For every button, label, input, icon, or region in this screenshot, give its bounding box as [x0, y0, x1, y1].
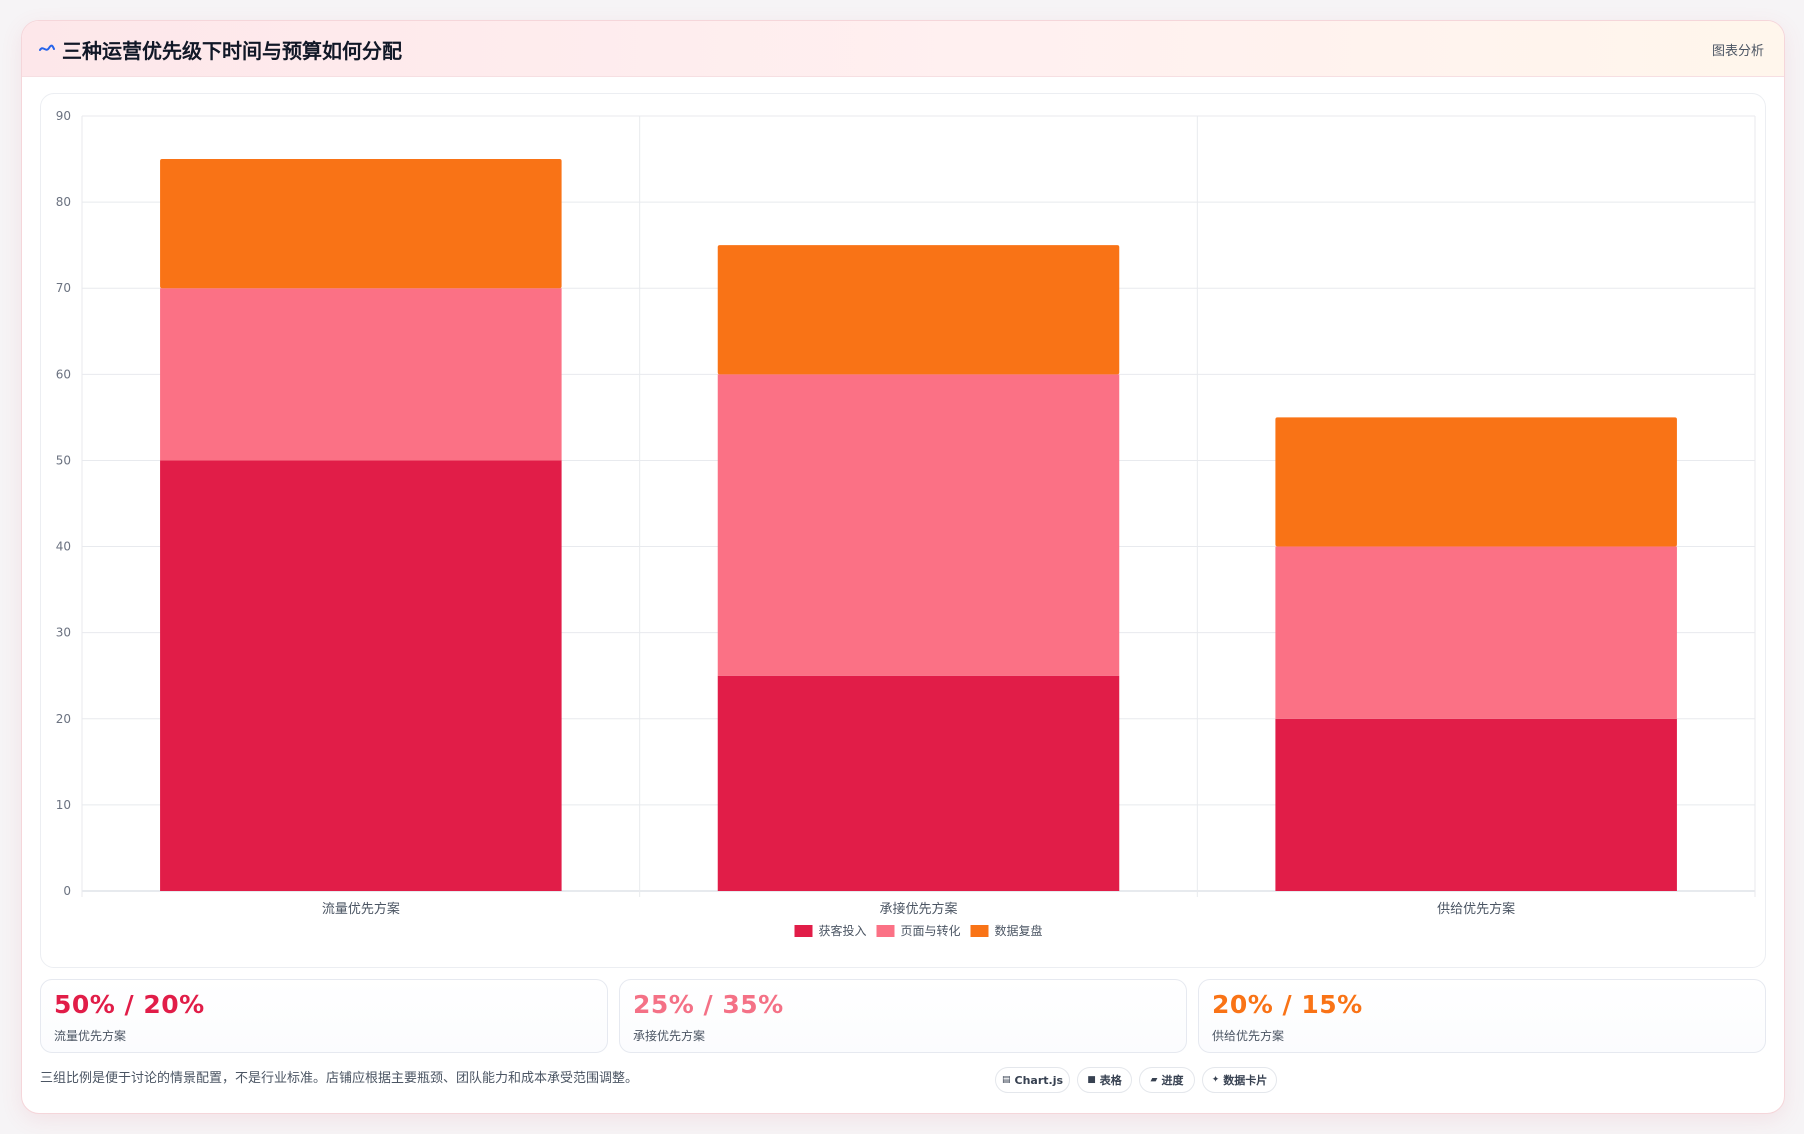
- legend-label: 数据复盘: [995, 923, 1043, 938]
- footnote: 三组比例是便于讨论的情景配置，不是行业标准。店铺应根据主要瓶颈、团队能力和成本承…: [40, 1071, 639, 1086]
- bar-segment: [717, 675, 1120, 891]
- chip-label: Chart.js: [1014, 1073, 1064, 1087]
- stat-label: 承接优先方案: [633, 1029, 706, 1043]
- data-card-icon: ✦: [1211, 1075, 1220, 1085]
- bar-segment: [160, 460, 562, 891]
- y-tick-label: 20: [56, 712, 71, 726]
- table-icon: ■: [1087, 1075, 1096, 1085]
- y-tick-label: 90: [56, 109, 71, 123]
- y-tick-label: 80: [56, 195, 71, 209]
- y-tick-label: 0: [63, 884, 71, 898]
- bar-segment: [1275, 546, 1677, 719]
- chart-icon: ▤: [1001, 1075, 1011, 1085]
- legend-label: 获客投入: [819, 923, 867, 938]
- chart-card: 三种运营优先级下时间与预算如何分配 图表分析 0 10 20 30 40 50 60 70 80…: [21, 20, 1785, 1114]
- legend-swatch: [876, 925, 895, 937]
- stacked-bar-chart: 0 10 20 30 40 50 60 70 80 90 流量优先方案 承接优先方案 供给优先方案获客投…: [56, 109, 1756, 938]
- stat-card-traffic: 50% / 20% 流量优先方案: [40, 979, 608, 1053]
- chip-chartjs[interactable]: ▤ Chart.js: [995, 1067, 1070, 1093]
- legend-swatch: [970, 925, 989, 937]
- chip-progress[interactable]: ▰ 进度: [1139, 1067, 1195, 1093]
- y-tick-label: 40: [56, 540, 71, 554]
- bar-segment: [160, 288, 562, 461]
- chart-area: 0 10 20 30 40 50 60 70 80 90 流量优先方案 承接优先方案 供给优先方案获客投…: [40, 93, 1766, 968]
- progress-icon: ▰: [1150, 1075, 1158, 1085]
- chip-label: 进度: [1161, 1074, 1184, 1087]
- y-tick-label: 70: [56, 281, 71, 295]
- bar-segment: [1275, 417, 1677, 547]
- chip-label: 表格: [1099, 1074, 1122, 1087]
- x-tick-label: 承接优先方案: [879, 901, 957, 917]
- chip-label: 数据卡片: [1223, 1074, 1268, 1087]
- y-tick-label: 30: [56, 626, 71, 640]
- bar-segment: [1275, 718, 1677, 891]
- bar-segment: [717, 245, 1120, 375]
- stat-card-conversion: 25% / 35% 承接优先方案: [619, 979, 1187, 1053]
- stat-value: 20% / 15%: [1212, 990, 1363, 1019]
- y-tick-label: 60: [56, 367, 71, 381]
- x-tick-label: 流量优先方案: [322, 901, 400, 917]
- bar-segment: [717, 374, 1120, 676]
- page-title: 三种运营优先级下时间与预算如何分配: [62, 39, 402, 63]
- card-header: 三种运营优先级下时间与预算如何分配 图表分析: [22, 21, 1784, 77]
- chip-data-card[interactable]: ✦ 数据卡片: [1202, 1067, 1277, 1093]
- chip-table[interactable]: ■ 表格: [1077, 1067, 1132, 1093]
- x-tick-label: 供给优先方案: [1437, 901, 1515, 917]
- bar-segment: [160, 159, 562, 289]
- stat-value: 50% / 20%: [54, 990, 205, 1019]
- stat-card-supply: 20% / 15% 供给优先方案: [1198, 979, 1766, 1053]
- y-tick-label: 50: [56, 453, 71, 467]
- legend-label: 页面与转化: [901, 923, 961, 938]
- legend-swatch: [794, 925, 813, 937]
- wave-icon: [39, 44, 55, 51]
- stat-label: 流量优先方案: [54, 1029, 127, 1043]
- chart-analysis-link[interactable]: 图表分析: [1711, 44, 1764, 59]
- y-tick-label: 10: [56, 798, 71, 812]
- stat-value: 25% / 35%: [633, 990, 784, 1019]
- stat-label: 供给优先方案: [1212, 1029, 1285, 1043]
